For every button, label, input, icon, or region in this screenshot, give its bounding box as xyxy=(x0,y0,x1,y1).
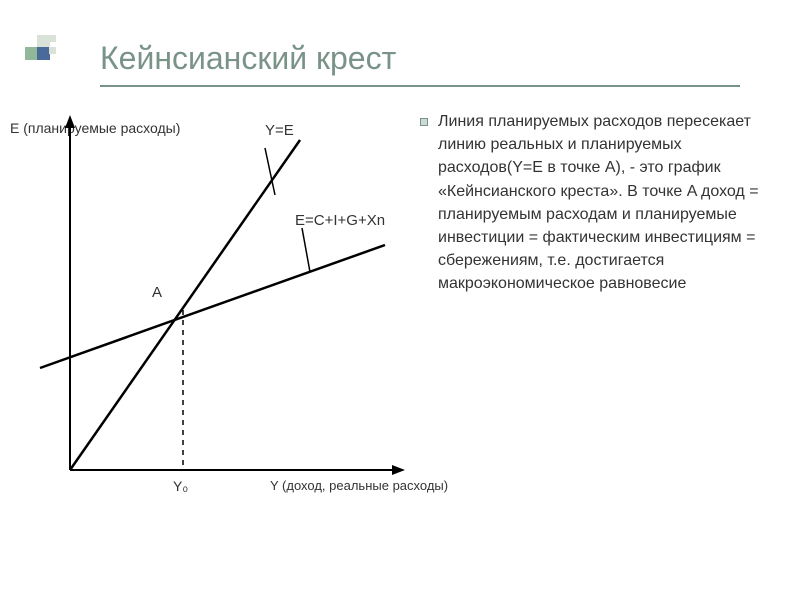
description-paragraph: Линия планируемых расходов пересекает ли… xyxy=(420,110,760,296)
keynesian-cross-chart xyxy=(0,0,420,520)
description-text: Линия планируемых расходов пересекает ли… xyxy=(438,110,760,296)
line-45-degree xyxy=(70,140,300,470)
line-e-tick xyxy=(302,228,310,272)
y-axis-arrow xyxy=(65,115,75,128)
x-axis-arrow xyxy=(392,465,405,475)
